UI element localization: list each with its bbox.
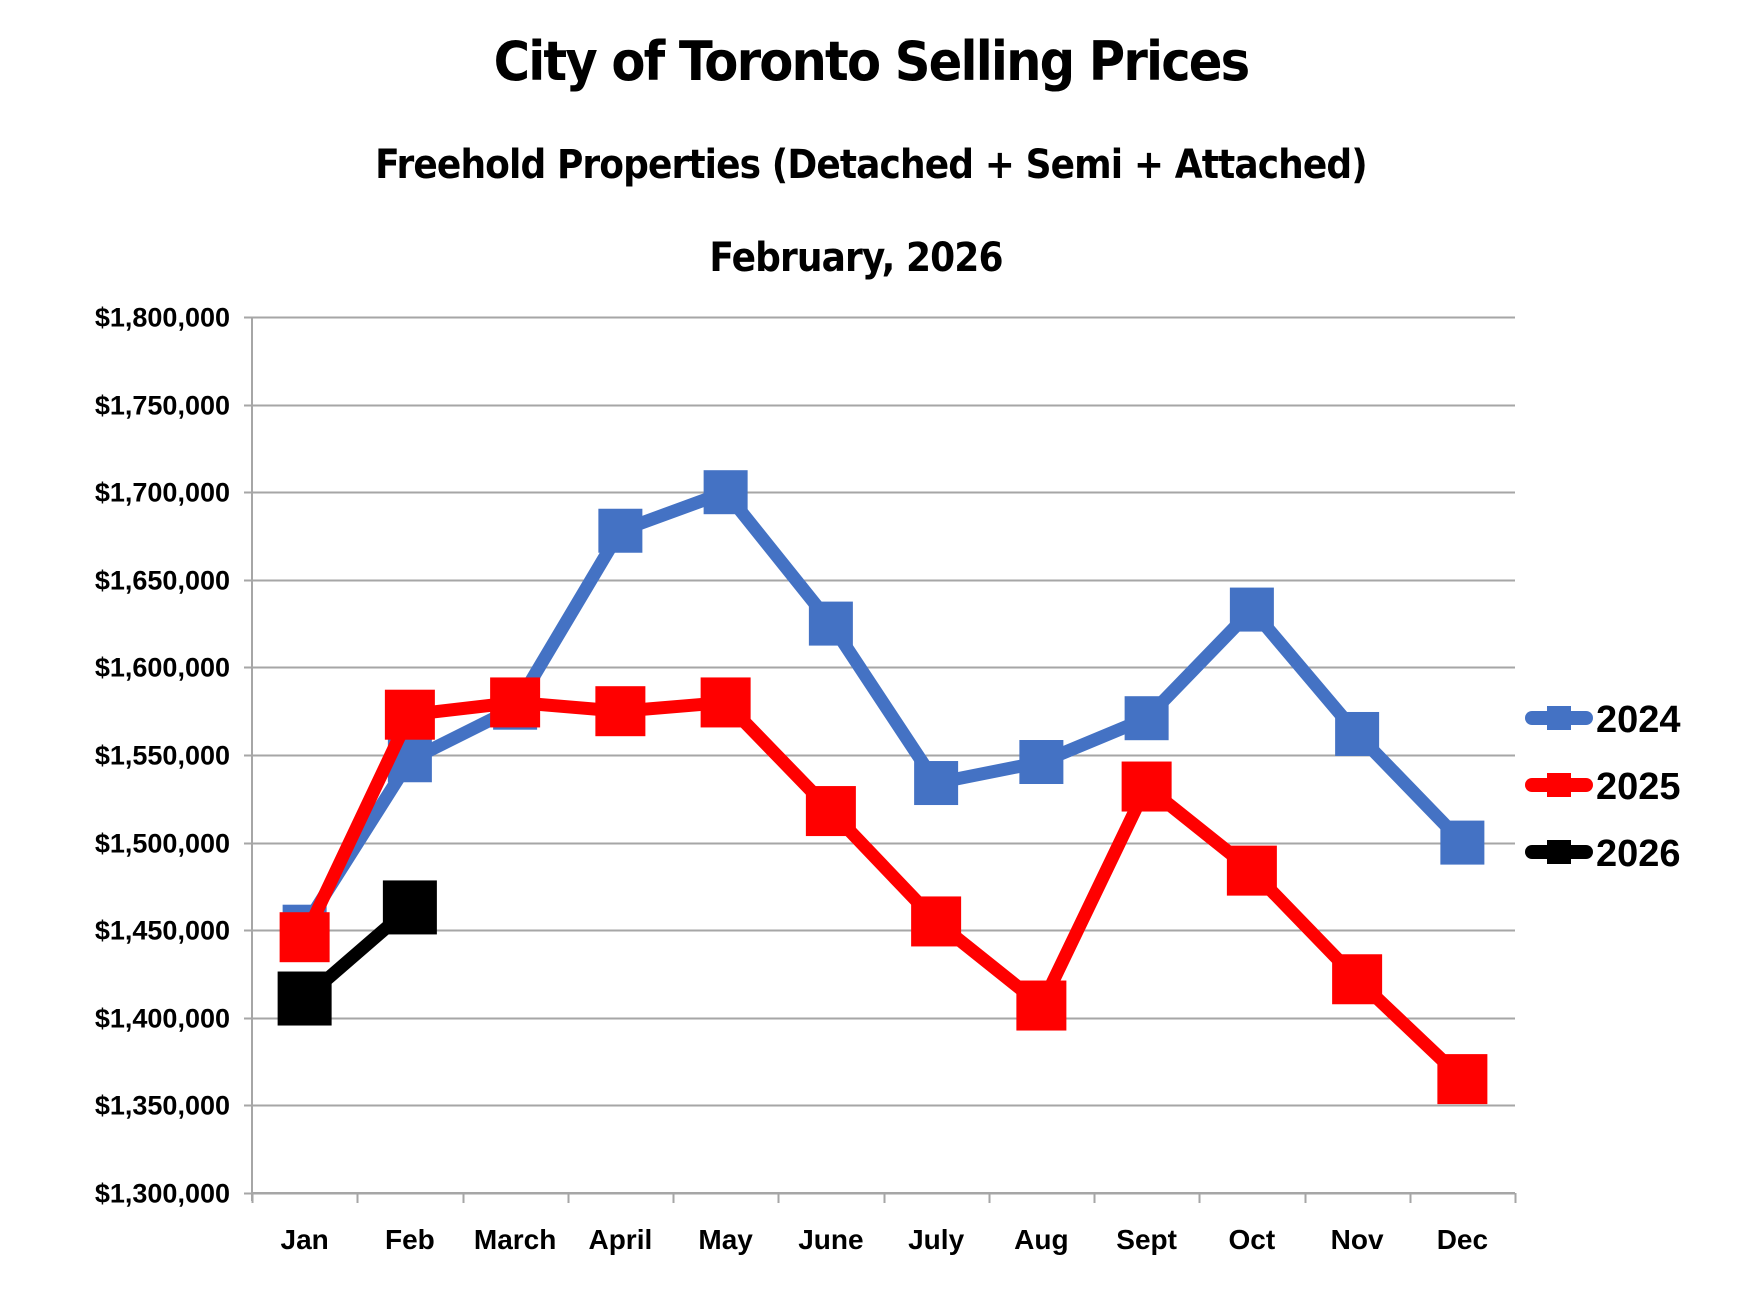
series-2025 (279, 677, 1488, 1105)
legend-label: 2025 (1596, 766, 1681, 808)
data-point-2024-Nov (1335, 711, 1380, 756)
legend-label: 2024 (1596, 699, 1681, 741)
data-point-2025-June (805, 786, 856, 837)
x-tick-label: Oct (1229, 1224, 1276, 1255)
data-point-2025-March (490, 677, 541, 728)
data-point-2025-Sept (1121, 761, 1172, 812)
x-tick-label: Jan (281, 1224, 329, 1255)
legend-marker-2025 (1547, 773, 1571, 797)
data-point-2026-Jan (277, 971, 332, 1026)
legend: 2024 2025 2026 (1525, 699, 1681, 875)
y-tick-label: $1,450,000 (95, 916, 230, 946)
data-point-2024-May (703, 470, 748, 515)
data-point-2025-Feb (384, 689, 435, 740)
data-point-2024-Oct (1229, 587, 1274, 632)
data-point-2025-July (911, 896, 962, 947)
y-tick-label: $1,400,000 (95, 1004, 230, 1034)
x-tick-label: May (698, 1224, 753, 1255)
data-point-2026-Feb (382, 880, 437, 935)
gridlines (244, 316, 1515, 1195)
chart-subtitle: Freehold Properties (Detached + Semi + A… (375, 142, 1368, 188)
x-tick-label: Nov (1331, 1224, 1384, 1255)
series-group (277, 470, 1488, 1105)
data-point-2025-Nov (1332, 954, 1383, 1005)
x-tick-label: Aug (1014, 1224, 1068, 1255)
legend-marker-2026 (1547, 840, 1571, 864)
y-tick-label: $1,550,000 (95, 741, 230, 771)
data-point-2024-June (808, 601, 853, 646)
x-tick-label: Feb (385, 1224, 435, 1255)
legend-marker-2024 (1547, 706, 1571, 730)
x-tick-label: Dec (1437, 1224, 1488, 1255)
x-tick-label: June (798, 1224, 863, 1255)
series-2026 (277, 880, 437, 1026)
x-axis-ticks: Jan Feb March April May June July Aug Sept Oct Nov… (281, 1224, 1489, 1255)
y-tick-label: $1,650,000 (95, 566, 230, 596)
data-point-2024-Sept (1124, 696, 1169, 741)
y-tick-label: $1,500,000 (95, 829, 230, 859)
legend-entry-2026: 2026 (1525, 833, 1681, 875)
chart-title: City of Toronto Selling Prices (493, 30, 1251, 93)
legend-entry-2024: 2024 (1525, 699, 1681, 741)
y-tick-label: $1,300,000 (95, 1179, 230, 1209)
chart-date-label: February, 2026 (709, 235, 1003, 281)
x-tick-label: Sept (1116, 1224, 1177, 1255)
data-point-2024-July (914, 761, 959, 806)
axes (251, 317, 1517, 1203)
y-tick-label: $1,600,000 (95, 653, 230, 683)
y-tick-label: $1,350,000 (95, 1091, 230, 1121)
data-point-2024-April (598, 508, 643, 553)
x-tick-label: April (588, 1224, 652, 1255)
data-point-2025-May (700, 677, 751, 728)
x-tick-label: July (908, 1224, 964, 1255)
y-axis-ticks: $1,300,000 $1,350,000 $1,400,000 $1,450,000… (95, 303, 230, 1209)
legend-entry-2025: 2025 (1525, 766, 1681, 808)
x-tick-label: March (474, 1224, 556, 1255)
data-point-2025-April (595, 686, 646, 737)
data-point-2025-Oct (1226, 845, 1277, 896)
data-point-2025-Jan (279, 912, 330, 963)
y-tick-label: $1,800,000 (95, 303, 230, 333)
y-tick-label: $1,700,000 (95, 478, 230, 508)
data-point-2025-Aug (1016, 980, 1067, 1031)
data-point-2024-Dec (1440, 820, 1485, 865)
data-point-2024-Aug (1019, 740, 1064, 785)
data-point-2025-Dec (1437, 1054, 1488, 1105)
y-tick-label: $1,750,000 (95, 391, 230, 421)
legend-label: 2026 (1596, 833, 1681, 875)
series-line-2025 (298, 695, 1467, 1084)
